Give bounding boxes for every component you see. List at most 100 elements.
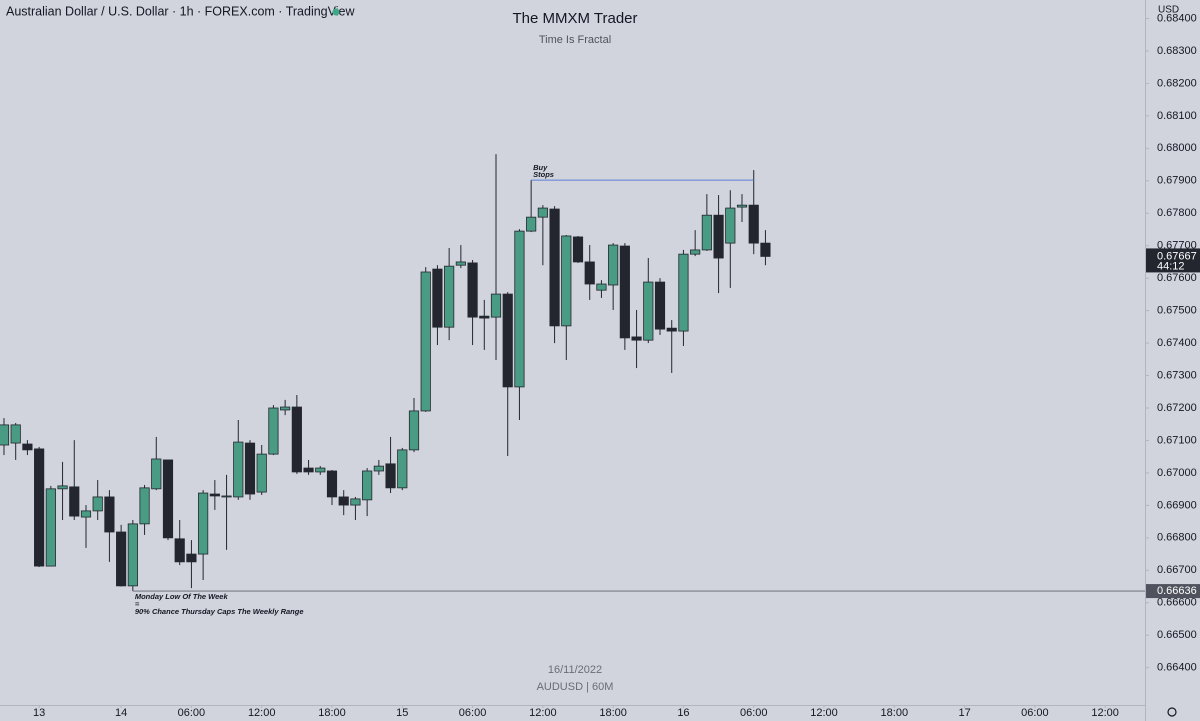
x-tick-label: 06:00 — [740, 707, 768, 719]
y-tick-label: 0.68300 — [1157, 45, 1197, 57]
y-tick-label: 0.66800 — [1157, 532, 1197, 544]
x-tick-label: 06:00 — [1021, 707, 1049, 719]
chart-title: The MMXM Trader — [512, 10, 637, 27]
candle-body — [209, 493, 220, 497]
candle-body — [0, 424, 10, 446]
y-tick-label: 0.67300 — [1157, 369, 1197, 381]
buy-stops-label: Stops — [533, 170, 554, 179]
candle-body — [198, 492, 209, 555]
candle-body — [10, 424, 21, 444]
y-tick-label: 0.67800 — [1157, 207, 1197, 219]
x-tick-label: 18:00 — [881, 707, 909, 719]
candle-body — [280, 406, 291, 411]
candle-body — [690, 249, 701, 255]
candle-body — [701, 214, 712, 251]
candle-body — [748, 204, 759, 244]
y-tick-label: 0.67600 — [1157, 272, 1197, 284]
watermark-symbol: AUDUSD | 60M — [537, 681, 614, 693]
x-tick-label: 14 — [115, 707, 127, 719]
buy-stops-label: Buy — [533, 163, 548, 172]
candle-body — [350, 498, 361, 506]
x-tick-label: 13 — [33, 707, 45, 719]
x-tick-label: 15 — [396, 707, 408, 719]
candle-body — [221, 495, 232, 498]
candle-body — [397, 449, 408, 489]
y-tick-label: 0.67100 — [1157, 434, 1197, 446]
candle-body — [572, 236, 584, 263]
last-price-tag — [1146, 248, 1200, 273]
candle-body — [303, 467, 314, 473]
candle-body — [127, 523, 138, 587]
candle-body — [526, 216, 537, 232]
candle-body — [467, 262, 478, 318]
candle-body — [186, 553, 197, 563]
candle-body — [34, 448, 45, 567]
monday-low-note: 90% Chance Thursday Caps The Weekly Rang… — [135, 607, 304, 616]
x-tick-label: 18:00 — [599, 707, 627, 719]
settings-icon[interactable] — [1167, 707, 1177, 717]
bar-countdown: 44:12 — [1157, 260, 1185, 272]
candle-body — [291, 406, 302, 473]
y-tick-label: 0.66700 — [1157, 564, 1197, 576]
x-tick-label: 12:00 — [248, 707, 276, 719]
monday-low-note: Monday Low Of The Week — [135, 592, 229, 601]
candle-body — [596, 283, 607, 291]
y-tick-label: 0.67200 — [1157, 402, 1197, 414]
candle-body — [408, 410, 420, 451]
candle-body — [162, 459, 174, 539]
chart-subtitle: Time Is Fractal — [539, 34, 611, 46]
y-tick-label: 0.66400 — [1157, 662, 1197, 674]
candle-body — [514, 230, 525, 388]
candle-body — [326, 470, 338, 498]
monday-low-tag — [1146, 584, 1200, 599]
candle-body — [244, 442, 256, 495]
candle-body — [420, 271, 431, 412]
y-tick-label: 0.67000 — [1157, 467, 1197, 479]
y-tick-label: 0.68000 — [1157, 142, 1197, 154]
y-tick-label: 0.66900 — [1157, 499, 1197, 511]
watermark-date: 16/11/2022 — [548, 664, 602, 676]
candle-body — [385, 463, 396, 489]
candle-body — [725, 207, 736, 244]
candle-body — [537, 207, 548, 218]
y-tick-label: 0.68100 — [1157, 110, 1197, 122]
candle-body — [151, 458, 162, 490]
candle-body — [104, 496, 115, 533]
candle-body — [455, 261, 466, 266]
candle-body — [760, 242, 771, 257]
candle-body — [116, 531, 127, 587]
currency-label[interactable]: USD — [1158, 5, 1179, 16]
y-tick-label: 0.66600 — [1157, 597, 1197, 609]
y-tick-label: 0.68200 — [1157, 77, 1197, 89]
candle-body — [92, 496, 103, 512]
candle-body — [22, 443, 33, 451]
last-price-label: 0.67667 — [1157, 250, 1197, 262]
candle-body — [666, 327, 677, 332]
candle-body — [57, 485, 68, 490]
candle-body — [736, 204, 748, 208]
candle-body — [608, 244, 619, 286]
candle-body — [45, 488, 56, 567]
candle-body — [490, 293, 502, 318]
candle-body — [631, 336, 642, 341]
candle-body — [444, 265, 455, 328]
candle-body — [479, 315, 490, 319]
candle-body — [268, 407, 279, 455]
x-tick-label: 12:00 — [810, 707, 838, 719]
candle-body — [549, 208, 560, 327]
candle-body — [80, 510, 92, 518]
candle-body — [315, 467, 326, 473]
candle-body — [654, 281, 666, 330]
x-tick-label: 12:00 — [1091, 707, 1119, 719]
candle-body — [678, 253, 689, 332]
candle-body — [432, 268, 443, 328]
candle-body — [233, 441, 244, 498]
y-tick-label: 0.67400 — [1157, 337, 1197, 349]
y-tick-label: 0.68400 — [1157, 12, 1197, 24]
candle-body — [373, 465, 384, 472]
candle-body — [713, 214, 724, 259]
x-tick-label: 17 — [958, 707, 970, 719]
monday-low-note: = — [135, 600, 140, 609]
